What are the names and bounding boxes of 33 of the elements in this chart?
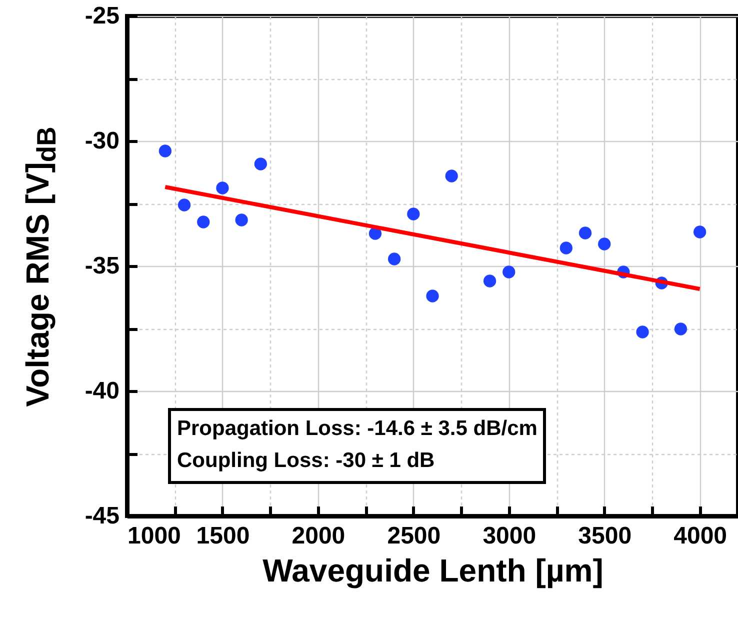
point xyxy=(235,214,248,226)
point xyxy=(578,226,592,240)
y-tick-label: -35 xyxy=(84,252,120,280)
point xyxy=(178,198,191,212)
x-tick-label: 3000 xyxy=(482,522,536,550)
y-tick-label: -30 xyxy=(84,128,120,154)
point xyxy=(216,182,229,194)
x-tick-label: 1500 xyxy=(196,522,250,550)
point xyxy=(388,252,401,266)
point xyxy=(197,216,210,228)
x-axis-title: Waveguide Lenth [µm] xyxy=(262,552,604,588)
x-tick-label: 2500 xyxy=(387,522,441,550)
y-tick-label: -40 xyxy=(84,378,120,404)
x-tick-label: 1000 xyxy=(128,522,181,550)
point xyxy=(254,158,267,170)
point xyxy=(636,326,649,338)
x-tick-label: 3500 xyxy=(578,522,632,550)
x-tick-label: 2000 xyxy=(292,522,346,550)
point xyxy=(502,266,516,278)
annotation: Coupling Loss: -30 ± 1 dB xyxy=(177,449,435,472)
point xyxy=(483,274,496,288)
point xyxy=(560,242,572,254)
point xyxy=(426,290,439,302)
point xyxy=(693,226,706,238)
point xyxy=(445,170,458,182)
y-tick-label: -25 xyxy=(84,2,120,30)
annotation: Propagation Loss: -14.6 ± 3.5 dB/cm xyxy=(177,417,538,440)
x-tick-label: 4000 xyxy=(674,522,728,550)
point xyxy=(674,322,688,336)
y-tick-label: -45 xyxy=(84,502,120,530)
point xyxy=(158,144,172,158)
point xyxy=(407,208,420,220)
point xyxy=(598,238,611,250)
